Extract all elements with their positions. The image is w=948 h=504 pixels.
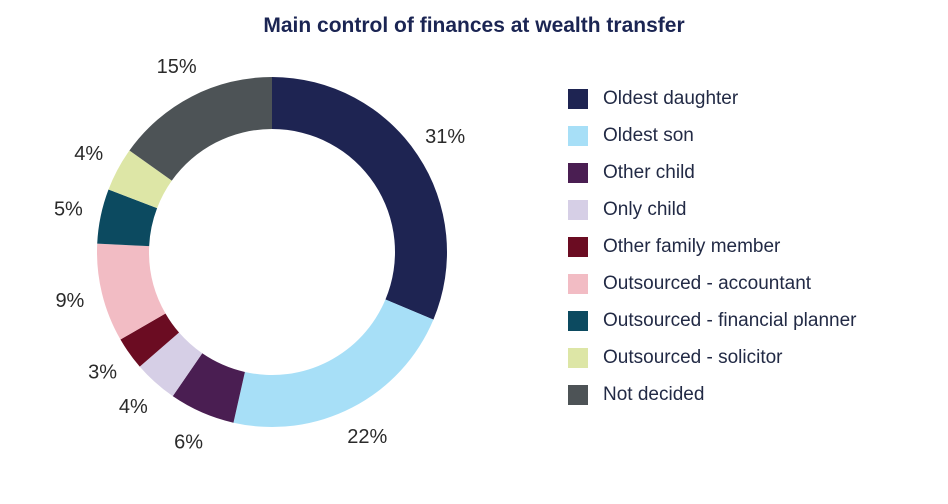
slice-value-label-7: 4%	[74, 143, 103, 165]
legend-swatch	[568, 310, 588, 331]
donut-slice-5	[97, 243, 166, 340]
legend-swatch	[568, 162, 588, 183]
legend-item: Other family member	[568, 228, 856, 265]
donut-slice-6	[97, 189, 158, 247]
slice-value-label-4: 3%	[88, 362, 117, 384]
donut-slice-1	[233, 299, 434, 427]
legend-label: Outsourced - solicitor	[603, 346, 783, 368]
slice-value-label-1: 22%	[347, 426, 387, 448]
chart-legend: Oldest daughter Oldest son Other child Only…	[568, 80, 856, 413]
legend-item: Outsourced - accountant	[568, 265, 856, 302]
slice-value-label-8: 15%	[157, 56, 197, 78]
slice-value-label-2: 6%	[174, 432, 203, 454]
slice-value-label-3: 4%	[119, 396, 148, 418]
legend-label: Outsourced - accountant	[603, 272, 812, 294]
chart-title: Main control of finances at wealth trans…	[263, 14, 685, 37]
slice-value-label-6: 5%	[54, 198, 83, 220]
legend-item: Outsourced - financial planner	[568, 302, 856, 339]
slice-labels: 31%22%6%4%3%9%5%4%15%	[54, 56, 465, 454]
legend-label: Only child	[603, 198, 687, 220]
donut-slices	[97, 77, 447, 427]
donut-slice-7	[108, 150, 172, 209]
legend-label: Outsourced - financial planner	[603, 309, 857, 331]
slice-value-label-5: 9%	[55, 290, 84, 312]
slice-value-label-0: 31%	[425, 126, 465, 148]
legend-item: Outsourced - solicitor	[568, 339, 856, 376]
legend-label: Not decided	[603, 383, 705, 405]
donut-slice-0	[272, 77, 447, 320]
legend-item: Only child	[568, 191, 856, 228]
legend-item: Other child	[568, 154, 856, 191]
legend-label: Other family member	[603, 235, 781, 257]
legend-swatch	[568, 273, 588, 294]
donut-slice-3	[139, 332, 203, 397]
legend-label: Oldest daughter	[603, 87, 739, 109]
donut-slice-2	[172, 353, 245, 423]
donut-slice-4	[120, 313, 180, 367]
legend-swatch	[568, 384, 588, 405]
legend-swatch	[568, 125, 588, 146]
legend-item: Not decided	[568, 376, 856, 413]
legend-swatch	[568, 347, 588, 368]
legend-label: Other child	[603, 161, 695, 183]
legend-label: Oldest son	[603, 124, 694, 146]
legend-swatch	[568, 88, 588, 109]
legend-swatch	[568, 236, 588, 257]
legend-item: Oldest daughter	[568, 80, 856, 117]
legend-swatch	[568, 199, 588, 220]
legend-item: Oldest son	[568, 117, 856, 154]
donut-slice-8	[129, 77, 272, 181]
